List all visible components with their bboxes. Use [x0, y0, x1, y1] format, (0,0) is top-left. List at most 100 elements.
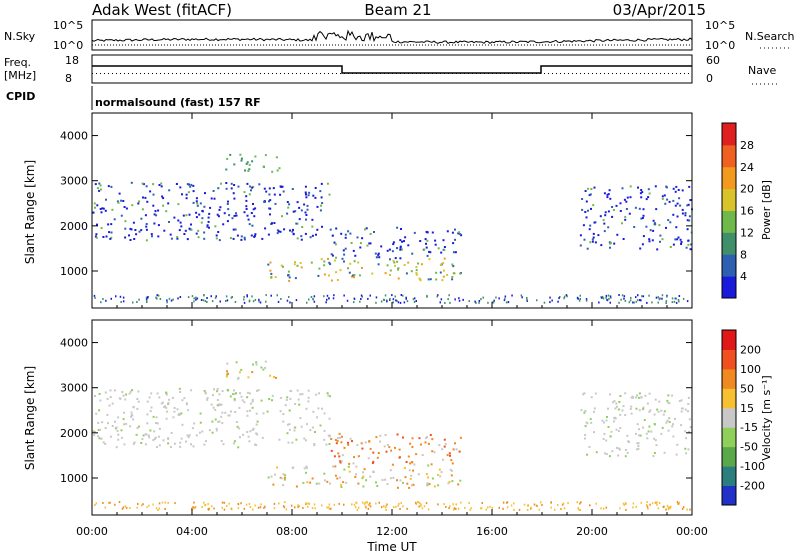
data-cell [410, 484, 413, 487]
data-cell [482, 296, 484, 299]
data-cell [459, 479, 462, 482]
data-cell [336, 279, 339, 281]
data-cell [608, 189, 611, 192]
data-cell [165, 391, 168, 394]
data-cell [232, 192, 235, 195]
data-cell [403, 264, 406, 266]
data-cell [331, 254, 334, 257]
noise-right-label: N.Search [745, 30, 795, 43]
data-cell [611, 450, 614, 453]
data-cell [675, 453, 678, 456]
data-cell [142, 503, 144, 506]
data-cell [240, 368, 243, 371]
data-cell [593, 407, 596, 410]
data-cell [594, 241, 597, 244]
data-cell [233, 214, 236, 217]
data-cell [663, 194, 666, 197]
data-cell [621, 187, 624, 190]
data-cell [351, 503, 353, 506]
data-cell [148, 504, 150, 507]
data-cell [203, 205, 206, 208]
data-cell [455, 448, 458, 451]
data-cell [130, 228, 133, 231]
data-cell [223, 212, 226, 215]
data-cell [237, 507, 240, 510]
data-cell [315, 233, 317, 236]
data-cell [131, 204, 134, 207]
data-cell [148, 436, 151, 439]
data-cell [102, 502, 104, 504]
data-cell [229, 395, 232, 398]
data-cell [578, 299, 581, 302]
data-cell [215, 234, 218, 237]
data-cell [208, 429, 211, 432]
data-cell [255, 432, 258, 435]
data-cell [230, 410, 232, 413]
data-cell [550, 501, 552, 504]
data-cell [329, 263, 332, 266]
data-cell [424, 441, 427, 444]
data-cell [661, 426, 664, 429]
power-panel-frame [91, 112, 693, 309]
data-cell [353, 297, 356, 300]
data-cell [239, 153, 242, 156]
data-cell [217, 215, 220, 218]
data-cell [299, 417, 302, 420]
data-cell [142, 434, 145, 437]
data-cell [128, 234, 130, 237]
data-cell [661, 294, 664, 297]
data-cell [412, 483, 415, 486]
data-cell [133, 441, 136, 444]
data-cell [106, 397, 109, 400]
data-cell [458, 297, 460, 300]
data-cell [247, 170, 250, 172]
data-cell [618, 401, 621, 403]
data-cell [616, 233, 619, 236]
data-cell [136, 398, 139, 400]
data-cell [406, 300, 409, 303]
data-cell [108, 501, 110, 504]
data-cell [107, 185, 110, 188]
data-cell [218, 420, 221, 423]
data-cell [124, 398, 127, 401]
data-cell [138, 298, 140, 301]
data-cell [246, 182, 249, 185]
data-cell [330, 449, 333, 452]
data-cell [110, 236, 113, 239]
data-cell [254, 155, 257, 158]
data-cell [294, 426, 297, 429]
data-cell [583, 238, 586, 241]
data-cell [109, 435, 112, 438]
data-cell [523, 503, 526, 506]
data-cell [168, 398, 170, 401]
data-cell [285, 508, 288, 511]
data-cell [344, 236, 347, 239]
data-cell [628, 301, 631, 304]
data-cell [506, 506, 509, 509]
data-cell [145, 239, 148, 242]
data-cell [201, 430, 204, 433]
data-cell [603, 421, 605, 424]
data-cell [480, 507, 482, 510]
data-cell [328, 443, 331, 445]
data-cell [124, 505, 127, 508]
data-cell [232, 228, 235, 231]
data-cell [328, 507, 331, 510]
data-cell [188, 227, 191, 230]
data-cell [94, 504, 96, 506]
data-cell [409, 442, 412, 445]
data-cell [665, 508, 667, 511]
data-cell [100, 227, 103, 230]
data-cell [276, 169, 279, 172]
data-cell [562, 502, 565, 505]
data-cell [145, 223, 148, 225]
site-title: Adak West (fitACF) [92, 1, 232, 19]
data-cell [301, 393, 304, 396]
data-cell [439, 301, 441, 304]
data-cell [314, 431, 316, 433]
data-cell [335, 256, 337, 259]
data-cell [641, 217, 644, 219]
data-cell [619, 413, 622, 416]
noise-left-tick-bottom: 10^0 [53, 39, 83, 52]
